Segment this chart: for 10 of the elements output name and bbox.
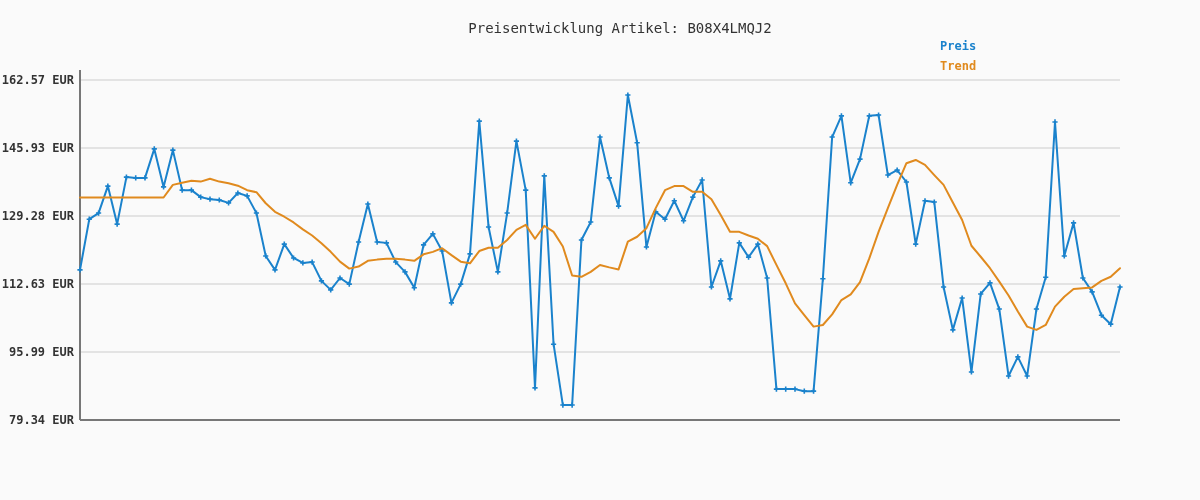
y-tick-label: 162.57 EUR <box>1 73 75 88</box>
y-tick-label: 95.99 EUR <box>8 345 75 360</box>
y-tick-label: 112.63 EUR <box>1 277 75 292</box>
y-tick-label: 145.93 EUR <box>1 141 75 156</box>
text: Preis <box>940 39 977 53</box>
text: Trend <box>940 59 977 73</box>
y-tick-label: 79.34 EUR <box>8 413 75 428</box>
line-series <box>79 158 1121 331</box>
y-tick-label: 129.28 EUR <box>1 209 75 224</box>
chart-title: Preisentwicklung Artikel: B08X4LMQJ2 <box>468 20 772 36</box>
